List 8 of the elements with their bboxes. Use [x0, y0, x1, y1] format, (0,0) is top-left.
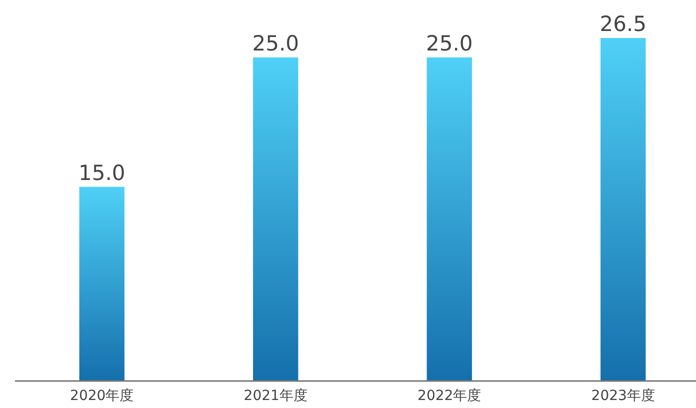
- x-tick-label: 2023年度: [591, 388, 655, 404]
- data-label: 25.0: [426, 31, 473, 56]
- data-label: 26.5: [600, 12, 647, 36]
- data-label: 25.0: [252, 31, 300, 56]
- x-tick-label: 2021年度: [244, 388, 308, 404]
- x-tick-label: 2020年度: [70, 388, 134, 404]
- x-tick-label: 2022年度: [418, 388, 482, 404]
- data-label: 15.0: [78, 160, 126, 185]
